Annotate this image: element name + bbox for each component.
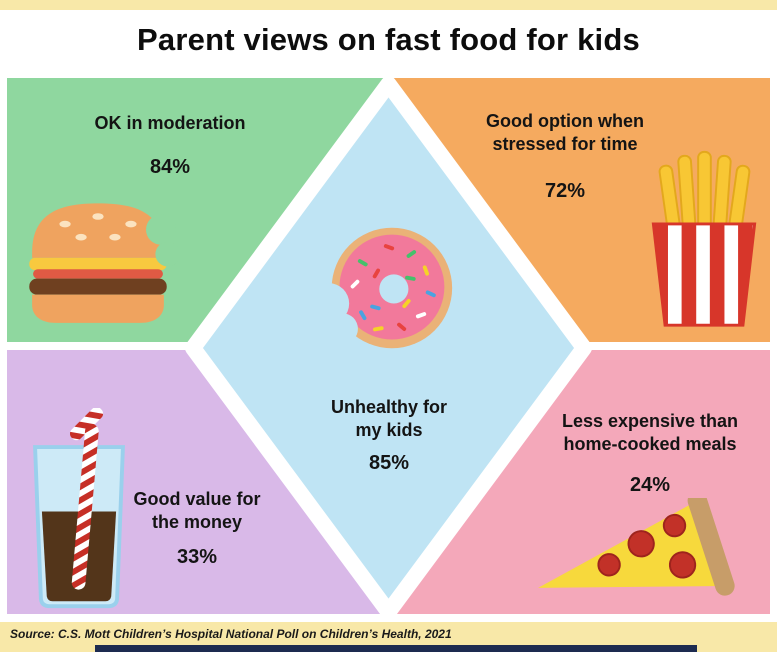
french-fries-icon (645, 148, 763, 333)
soft-drink-icon (15, 408, 143, 613)
center-label-unhealthy: Unhealthy for my kids (330, 397, 447, 440)
quadrant-label-good-value: Good value for the money (133, 489, 261, 532)
title-band: Parent views on fast food for kids (0, 10, 777, 70)
quadrant-value-stressed-for-time: 72% (544, 180, 586, 202)
pizza-slice-icon (525, 498, 740, 610)
hamburger-icon (18, 192, 178, 337)
quadrant-label-stressed-for-time: Good option when stressed for time (486, 111, 644, 154)
source-citation: Source: C.S. Mott Children’s Hospital Na… (10, 627, 452, 641)
quadrant-label-ok-in-moderation: OK in moderation (94, 113, 246, 133)
quadrant-value-less-expensive: 24% (629, 474, 671, 496)
page-title: Parent views on fast food for kids (137, 22, 640, 57)
quadrant-value-ok-in-moderation: 84% (149, 156, 191, 178)
quadrant-label-less-expensive: Less expensive than home-cooked meals (561, 411, 739, 454)
center-value-unhealthy: 85% (368, 452, 410, 474)
quadrant-value-good-value: 33% (176, 546, 218, 568)
donut-icon (316, 220, 462, 356)
footer-bar (95, 645, 697, 652)
